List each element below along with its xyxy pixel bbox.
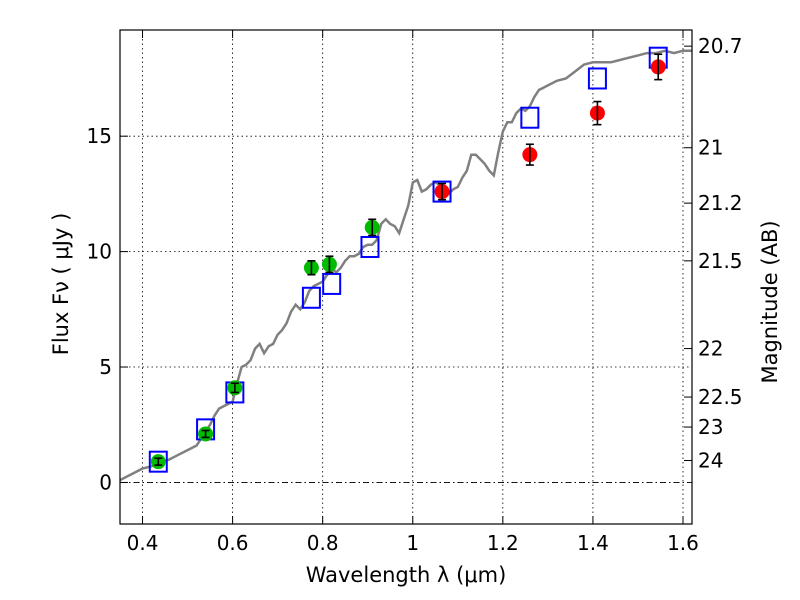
y-tick-label: 10 (87, 240, 112, 264)
x-tick-label: 1.4 (577, 531, 609, 555)
y-tick-label: 15 (87, 124, 112, 148)
right-tick-label: 22.5 (698, 385, 743, 409)
model-spectrum-line (119, 49, 692, 482)
model-photometry-square (360, 235, 380, 258)
right-tick-label: 21.5 (698, 249, 743, 273)
x-tick-label: 1 (406, 531, 419, 555)
x-tick-label: 0.6 (217, 531, 249, 555)
right-tick-label: 21.2 (698, 191, 743, 215)
x-tick-label: 0.8 (307, 531, 339, 555)
right-tick-label: 21 (698, 136, 723, 160)
model-photometry-square (148, 450, 168, 473)
y-tick-label: 5 (99, 355, 112, 379)
x-tick-label: 1.2 (487, 531, 519, 555)
x-tick-label: 0.4 (127, 531, 159, 555)
x-axis-label: Wavelength λ (μm) (306, 563, 507, 587)
y-tick-label: 0 (99, 470, 112, 494)
right-tick-label: 20.7 (698, 34, 743, 58)
x-tick-label: 1.6 (667, 531, 699, 555)
data-points (148, 46, 668, 473)
right-tick-label: 23 (698, 415, 723, 439)
model-photometry-square (520, 106, 540, 129)
axis-ticks: 0.4 0.6 0.8 1 1.2 1.4 1.6 0 5 10 15 20.7 21 21.2 21.5 2… (87, 30, 743, 555)
y-axis-label: Flux Fν ( μJy ) (49, 213, 73, 356)
right-tick-label: 22 (698, 337, 723, 361)
model-photometry-square (432, 180, 452, 203)
y-axis-right-label: Magnitude (AB) (758, 220, 782, 383)
plot-frame (119, 29, 693, 525)
right-tick-label: 24 (698, 449, 723, 473)
model-photometry-square (587, 67, 607, 90)
model-photometry-square (301, 286, 321, 309)
grid (120, 30, 692, 524)
model-photometry-square (322, 272, 342, 295)
